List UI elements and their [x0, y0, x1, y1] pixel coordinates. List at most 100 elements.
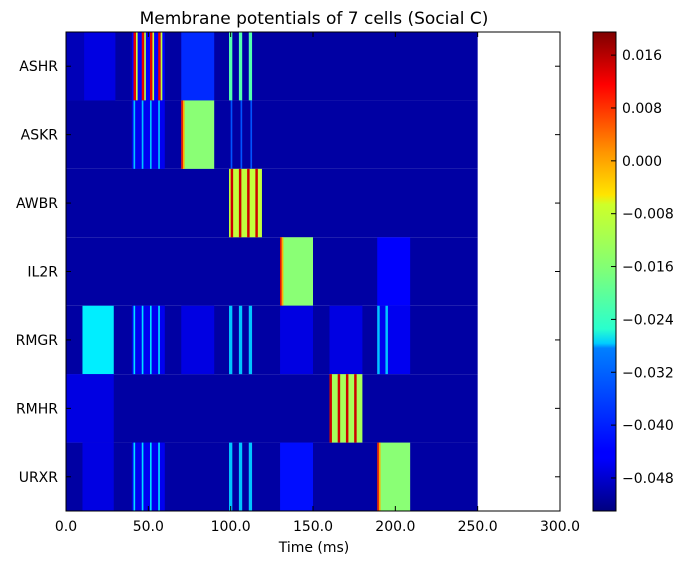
colorbar-tick-label: 0.000 — [622, 154, 662, 170]
heat-cell — [238, 305, 243, 375]
heat-cell — [280, 237, 282, 306]
heat-cell — [181, 100, 183, 169]
x-tick-label: 250.0 — [458, 519, 498, 535]
heat-cell — [181, 100, 215, 169]
colorbar-tick-label: −0.032 — [622, 365, 674, 381]
colorbar-tick-label: −0.048 — [622, 471, 674, 487]
heat-cell — [240, 100, 243, 169]
x-tick-label: 100.0 — [211, 519, 251, 535]
heat-cell — [149, 442, 152, 511]
heat-cell — [133, 100, 136, 169]
heat-cell — [158, 305, 160, 375]
heat-cell — [229, 442, 233, 511]
heat-cell — [377, 237, 411, 306]
heat-row-rmhr — [66, 374, 478, 443]
heat-cell — [133, 305, 136, 375]
heat-cell — [238, 168, 242, 238]
colorbar-tick-label: 0.008 — [622, 101, 662, 117]
heat-row-il2r — [66, 237, 478, 306]
heat-cell — [141, 100, 144, 169]
heat-cell — [377, 305, 380, 375]
heat-row-awbr — [66, 168, 478, 238]
x-tick-label: 200.0 — [375, 519, 415, 535]
heat-cell — [377, 442, 379, 511]
x-tick-label: 300.0 — [540, 519, 580, 535]
heat-cell — [230, 100, 233, 169]
heat-cell — [158, 100, 160, 169]
heat-cell — [354, 374, 357, 443]
heat-row-askr — [66, 100, 478, 169]
x-tick-label: 50.0 — [133, 519, 164, 535]
x-tick-label: 0.0 — [55, 519, 77, 535]
heatmap-cells — [66, 32, 478, 511]
heat-cell — [158, 442, 160, 511]
colorbar-tick-label: −0.008 — [622, 207, 674, 223]
heat-cell — [250, 100, 253, 169]
heat-cell — [181, 305, 215, 375]
heat-cell — [141, 442, 144, 511]
y-tick-label: ASKR — [21, 128, 59, 144]
heat-cell — [247, 168, 250, 238]
heat-cell — [152, 32, 155, 101]
heat-cell — [133, 442, 136, 511]
x-axis-label: Time (ms) — [278, 540, 350, 556]
heat-cell — [82, 305, 114, 375]
heat-cell — [378, 442, 381, 511]
y-tick-label: IL2R — [27, 265, 58, 281]
colorbar-tick-label: −0.024 — [622, 312, 674, 328]
heat-cell — [238, 442, 243, 511]
heat-cell — [329, 305, 363, 375]
heat-cell — [133, 32, 136, 101]
heat-cell — [158, 32, 161, 101]
heat-cell — [377, 442, 411, 511]
heat-cell — [181, 32, 215, 101]
y-tick-label: RMGR — [16, 333, 59, 349]
heat-cell — [280, 305, 313, 375]
heat-cell — [135, 32, 138, 101]
heat-cell — [160, 32, 163, 101]
y-tick-label: RMHR — [16, 401, 58, 417]
heat-cell — [149, 305, 152, 375]
heat-cell — [182, 100, 185, 169]
heat-cell — [248, 305, 253, 375]
chart-title: Membrane potentials of 7 cells (Social C… — [140, 9, 489, 29]
heat-row-rmgr — [66, 305, 478, 375]
y-tick-label: ASHR — [19, 59, 58, 75]
heat-cell — [345, 374, 349, 443]
heat-cell — [66, 374, 114, 443]
heat-cell — [149, 32, 153, 101]
heat-cell — [82, 442, 114, 511]
heat-cell — [377, 305, 411, 375]
heat-row-urxr — [66, 442, 478, 511]
colorbar-axis: 0.016 0.008 0.000 −0.008 −0.016 −0.024 −0.032 −… — [611, 48, 674, 487]
y-tick-label: URXR — [19, 470, 59, 486]
colorbar-tick-label: −0.016 — [622, 260, 674, 276]
y-axis: ASHR ASKR AWBR IL2R RMGR RMHR URXR — [16, 59, 560, 486]
colorbar — [592, 31, 617, 512]
heat-cell — [230, 168, 234, 238]
colorbar-tick-label: −0.040 — [622, 418, 674, 434]
heat-row-ashr — [66, 32, 478, 101]
heat-cell — [84, 32, 116, 101]
heat-cell — [229, 32, 233, 101]
heat-cell — [248, 442, 253, 511]
heat-cell — [385, 305, 388, 375]
x-tick-label: 150.0 — [293, 519, 333, 535]
heat-cell — [229, 305, 233, 375]
heat-cell — [141, 32, 145, 101]
heat-cell — [141, 305, 144, 375]
heat-cell — [248, 32, 253, 101]
colorbar-tick-label: 0.016 — [622, 48, 662, 64]
heat-cell — [255, 168, 258, 238]
heat-cell — [280, 237, 313, 306]
heat-cell — [144, 32, 146, 101]
heat-cell — [280, 442, 313, 511]
y-tick-label: AWBR — [16, 196, 58, 212]
x-axis: 0.0 50.0 100.0 150.0 200.0 250.0 300.0 — [55, 32, 580, 535]
heat-cell — [149, 100, 152, 169]
heat-cell — [66, 32, 85, 101]
heat-cell — [238, 32, 243, 101]
heat-cell — [337, 374, 341, 443]
heat-cell — [281, 237, 284, 306]
